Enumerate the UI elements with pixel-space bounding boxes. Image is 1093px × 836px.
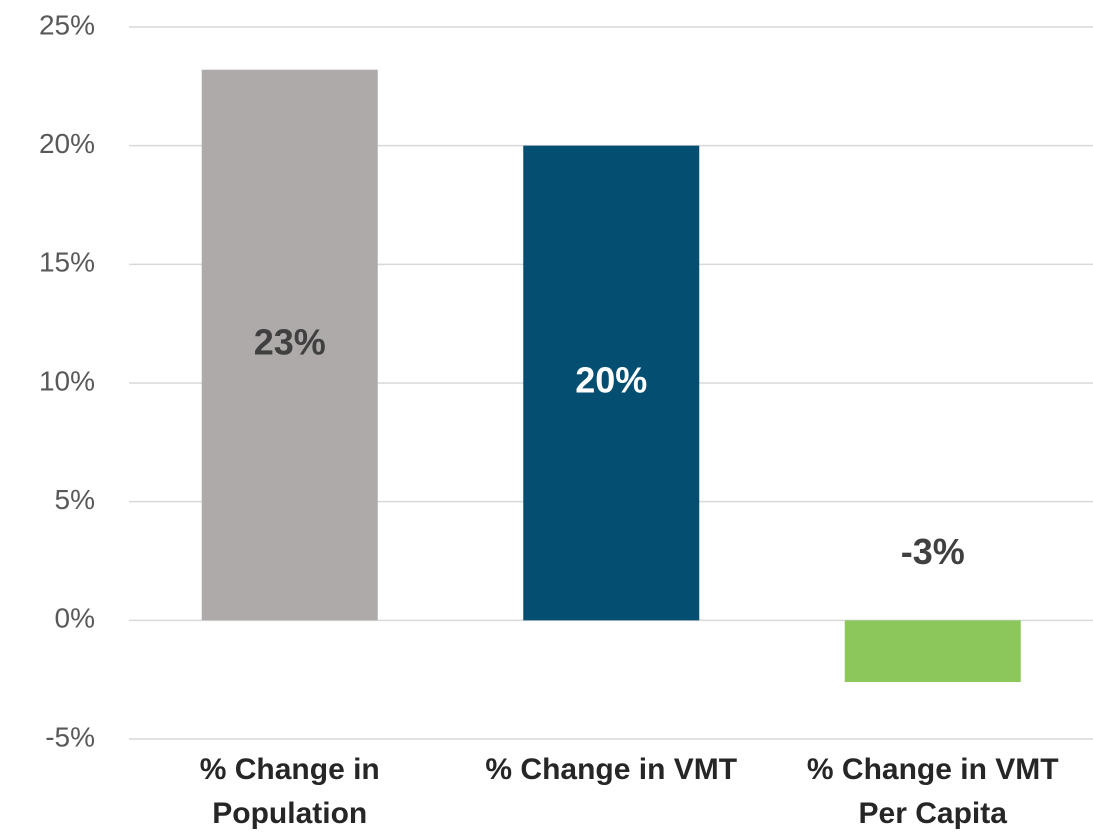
data-label: -3% — [901, 531, 965, 572]
bar — [201, 69, 378, 621]
y-tick-label: 15% — [39, 247, 95, 278]
bar — [844, 620, 1021, 683]
y-tick-label: 20% — [39, 128, 95, 159]
bar — [523, 145, 700, 621]
x-tick-label: % Change in VMT Per Capita — [806, 753, 1059, 830]
y-tick-label: -5% — [45, 721, 95, 752]
data-label: 23% — [254, 322, 326, 363]
x-tick-label: % Change in Population — [199, 753, 380, 830]
data-label: 20% — [575, 360, 647, 401]
y-tick-label: 25% — [39, 9, 95, 40]
y-tick-label: 5% — [55, 484, 95, 515]
x-tick-label: % Change in VMT — [485, 753, 738, 786]
y-tick-label: 0% — [55, 603, 95, 634]
y-tick-label: 10% — [39, 365, 95, 396]
